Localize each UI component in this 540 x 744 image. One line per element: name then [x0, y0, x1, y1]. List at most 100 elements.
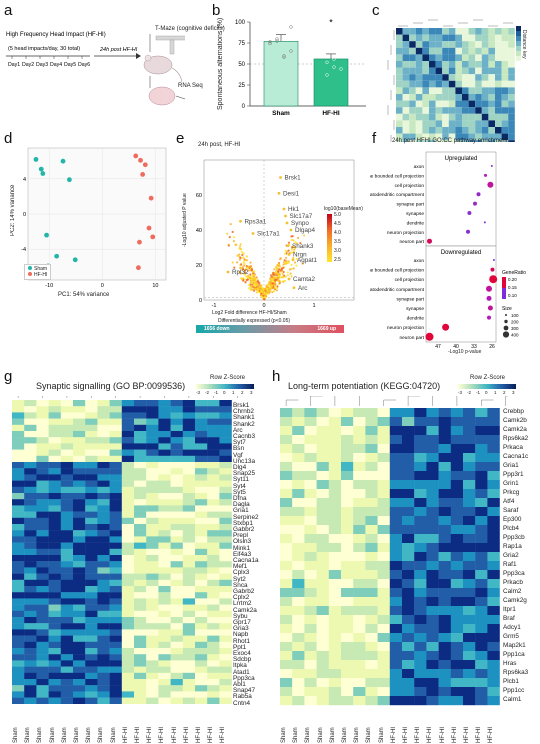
panel-e-title: 24h post, HF-HI: [198, 142, 241, 148]
heatmap-cell: [170, 499, 183, 506]
heatmap-cell: [60, 536, 74, 543]
heatmap-cell: [389, 579, 403, 589]
gene-label: Abl1: [233, 681, 246, 688]
heatmap-cell: [450, 660, 464, 670]
heatmap-cell: [85, 592, 98, 599]
heatmap-cell: [48, 691, 61, 698]
heatmap-cell: [109, 555, 122, 562]
heatmap-cell: [170, 400, 183, 407]
heatmap-cell: [182, 455, 196, 463]
heatmap-cell: [328, 606, 342, 616]
heatmap-cell: [146, 641, 159, 649]
heatmap-cell: [73, 437, 86, 444]
heatmap-cell: [146, 474, 159, 481]
heatmap-cell: [495, 47, 502, 55]
heatmap-cell: [36, 579, 49, 587]
volcano-point: [239, 245, 242, 248]
heatmap-cell: [316, 408, 329, 418]
heatmap-cell: [60, 524, 74, 531]
gene-label: Braf: [503, 615, 515, 622]
heatmap-cell: [438, 579, 451, 589]
heatmap-cell: [73, 499, 86, 506]
heatmap-cell: [468, 140, 476, 142]
heatmap-cell: [414, 426, 427, 436]
heatmap-cell: [182, 672, 196, 680]
heatmap-cell: [438, 633, 451, 643]
heatmap-cell: [36, 604, 49, 611]
heatmap-cell: [195, 679, 208, 686]
heatmap-cell: [426, 489, 439, 499]
heatmap-cell: [195, 486, 208, 494]
heatmap-cell: [487, 570, 500, 580]
heatmap-cell: [134, 468, 147, 475]
heatmap-cell: [280, 606, 293, 616]
volcano-point: [244, 280, 247, 284]
heatmap-cell: [97, 412, 110, 419]
heatmap-cell: [60, 660, 74, 667]
heatmap-cell: [304, 687, 317, 697]
heatmap-cell: [146, 412, 159, 419]
heatmap-cell: [24, 660, 37, 667]
key-tick: 2: [503, 390, 506, 395]
heatmap-cell: [134, 672, 147, 680]
heatmap-cell: [462, 87, 469, 94]
heatmap-cell: [438, 669, 451, 679]
heatmap-cell: [414, 597, 427, 607]
heatmap-cell: [415, 67, 423, 75]
volcano-point: [280, 267, 283, 270]
gene-label: Stxbp1: [233, 519, 253, 527]
heatmap-cell: [195, 592, 208, 599]
heatmap-cell: [468, 67, 476, 75]
gene-label: Unc13a: [233, 457, 256, 465]
heatmap-cell: [85, 517, 98, 525]
heatmap-cell: [463, 624, 476, 634]
heatmap-cell: [409, 133, 416, 141]
heatmap-cell: [109, 610, 122, 618]
heatmap-cell: [462, 54, 469, 61]
heatmap-cell: [389, 543, 403, 553]
heatmap-cell: [353, 543, 366, 553]
gene-label: Rpl32: [232, 269, 249, 276]
heatmap-cell: [48, 685, 61, 692]
heatmap-cell: [304, 516, 317, 526]
gene-label: Calm2: [503, 588, 522, 595]
heatmap-cell: [121, 455, 135, 463]
volcano-point: [249, 273, 252, 276]
heatmap-cell: [219, 437, 232, 444]
heatmap-cell: [475, 444, 488, 454]
gene-label: Olsln3: [233, 538, 252, 546]
heatmap-cell: [134, 586, 147, 593]
heatmap-cell: [97, 617, 110, 624]
heatmap-cell: [414, 444, 427, 454]
heatmap-cell: [280, 525, 293, 535]
heatmap-cell: [24, 548, 37, 556]
heatmap-cell: [450, 543, 464, 553]
heatmap-cell: [438, 678, 451, 688]
volcano-point: [284, 249, 287, 252]
heatmap-cell: [85, 524, 98, 531]
heatmap-cell: [73, 455, 86, 463]
gene-label: Rps6ka3: [503, 669, 529, 676]
heatmap-cell: [429, 47, 436, 55]
heatmap-cell: [121, 666, 135, 673]
panel-g-heatmap: [12, 396, 238, 704]
heatmap-cell: [414, 660, 427, 670]
heatmap-cell: [158, 480, 171, 487]
heatmap-cell: [304, 435, 317, 445]
volcano-point: [281, 272, 284, 276]
heatmap-cell: [389, 561, 403, 571]
size-dot: [504, 319, 508, 324]
heatmap-cell: [304, 471, 317, 481]
heatmap-cell: [341, 678, 354, 688]
heatmap-cell: [450, 687, 464, 697]
heatmap-cell: [487, 426, 500, 436]
heatmap-cell: [158, 617, 171, 624]
heatmap-cell: [508, 120, 515, 127]
heatmap-cell: [121, 573, 135, 580]
heatmap-cell: [60, 400, 74, 407]
heatmap-cell: [109, 548, 122, 556]
heatmap-cell: [328, 624, 342, 634]
heatmap-cell: [134, 505, 147, 512]
enrichment-dot: [487, 315, 491, 320]
heatmap-cell: [182, 635, 196, 642]
